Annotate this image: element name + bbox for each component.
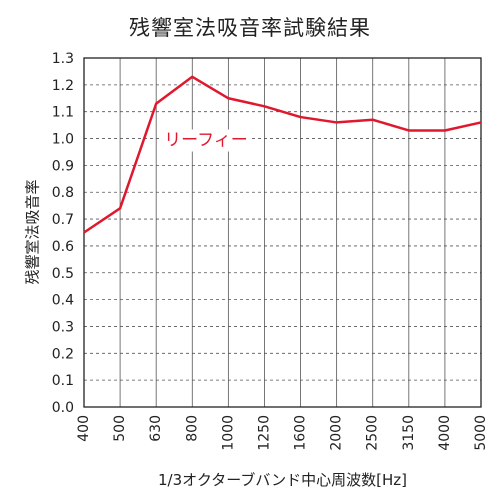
x-tick-label: 1000 (220, 415, 236, 451)
x-tick-label: 630 (148, 415, 164, 442)
y-tick-label: 0.0 (52, 400, 74, 416)
y-tick-label: 1.2 (52, 78, 74, 94)
horizontal-gridlines (84, 84, 481, 381)
y-tick-label: 0.8 (52, 185, 74, 201)
y-tick-labels: 0.0 0.1 0.2 0.3 0.4 0.5 0.6 0.7 0.8 0.9 1.0 1.1 1.2 1… (52, 51, 74, 416)
x-tick-label: 500 (112, 415, 128, 442)
y-tick-label: 0.1 (52, 373, 74, 389)
x-tick-label: 800 (184, 415, 200, 442)
vertical-gridlines (119, 58, 446, 407)
x-tick-label: 2500 (365, 415, 381, 451)
series-lines (83, 75, 482, 234)
series-label: リーフィー (164, 131, 248, 151)
x-tick-label: 4000 (437, 415, 453, 451)
series-line (83, 75, 482, 234)
x-tick-label: 3150 (401, 415, 417, 451)
y-tick-label: 0.5 (52, 266, 74, 282)
x-axis-label: 1/3オクターブバンド中心周波数[Hz] (158, 471, 407, 489)
x-tick-label: 2000 (329, 415, 345, 451)
y-tick-label: 0.9 (52, 158, 74, 174)
series-labels: リーフィー (160, 129, 252, 152)
y-tick-label: 0.4 (52, 293, 74, 309)
x-tick-label: 1250 (256, 415, 272, 451)
x-tick-label: 1600 (293, 415, 309, 451)
y-tick-label: 1.0 (52, 132, 74, 148)
chart-title: 残響室法吸音率試験結果 (129, 16, 371, 40)
x-tick-label: 400 (76, 415, 92, 442)
y-tick-label: 0.2 (52, 346, 74, 362)
y-tick-label: 0.7 (52, 212, 74, 228)
series-label-background (160, 129, 252, 152)
x-tick-labels: 400 500 630 800 1000 1250 1600 2000 2500 3150 4000… (76, 415, 489, 451)
y-tick-label: 0.6 (52, 239, 74, 255)
plot-frame (83, 57, 482, 408)
y-tick-label: 1.1 (52, 105, 74, 121)
x-tick-label: 5000 (473, 415, 489, 451)
y-tick-label: 0.3 (52, 319, 74, 335)
y-tick-label: 1.3 (52, 51, 74, 67)
